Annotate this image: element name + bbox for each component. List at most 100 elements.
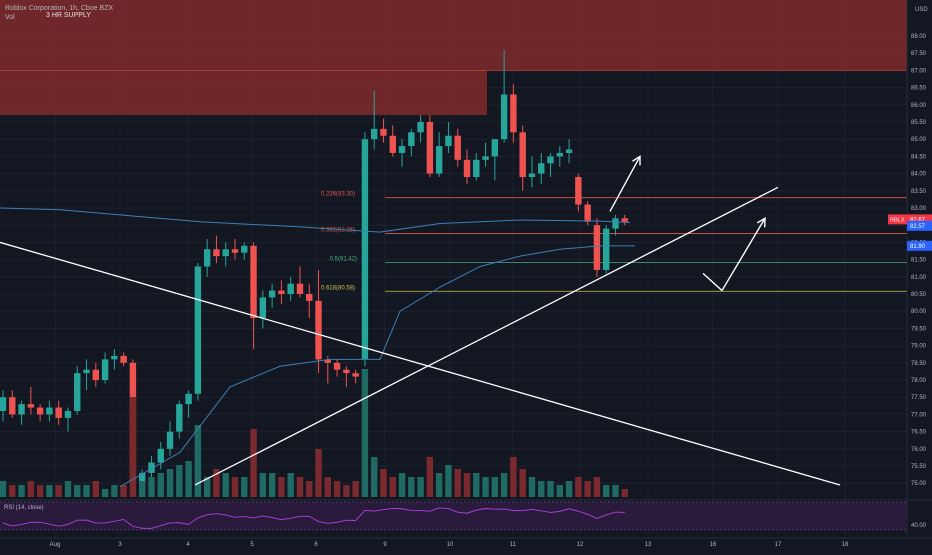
candle-body (473, 159, 480, 178)
volume-bar (194, 425, 202, 497)
volume-bar (538, 481, 545, 497)
price-badge (907, 240, 932, 251)
price-axis-bg (907, 0, 932, 538)
candle-body (519, 132, 526, 178)
fib-level-label: 0.236(83.30) (321, 192, 355, 198)
candle-body (491, 139, 499, 157)
volume-bar (268, 473, 276, 497)
candle-body (213, 249, 220, 257)
arrow-head (756, 217, 766, 228)
rsi-line (2, 507, 625, 529)
candle-body (278, 290, 285, 295)
volume-bar (36, 485, 44, 497)
volume-bar (389, 477, 396, 497)
candle-body (398, 146, 406, 153)
volume-bar (371, 457, 378, 497)
volume-bar (343, 485, 350, 497)
volume-bar (333, 481, 341, 497)
candle-body (371, 128, 378, 140)
x-tick-label: 4 (186, 542, 190, 548)
currency-label: USD (915, 7, 928, 13)
candle-body (36, 407, 44, 415)
volume-bar (435, 473, 443, 497)
y-tick-label: 85.00 (911, 137, 927, 143)
candle-body (185, 393, 192, 405)
x-tick-label: 17 (775, 542, 782, 548)
volume-bar (306, 481, 313, 497)
y-tick-label: 84.50 (911, 154, 927, 160)
candle-body (593, 225, 601, 270)
x-tick-label: Aug (50, 542, 61, 548)
volume-bar (9, 485, 16, 497)
arrow-shaft (721, 217, 766, 291)
volume-bar (83, 485, 90, 497)
trendline (194, 186, 779, 486)
volume-bar (74, 485, 81, 497)
trendline (0, 241, 841, 486)
rsi-tick-label: 40.00 (911, 523, 927, 529)
candle-body (194, 266, 202, 394)
candle-body (482, 156, 489, 160)
volume-bar (324, 477, 331, 497)
volume-bar (296, 477, 304, 497)
candle-body (250, 245, 257, 319)
volume-bar (92, 481, 99, 497)
volume-bar (148, 477, 155, 497)
y-tick-label: 76.00 (911, 447, 927, 453)
candle-body (27, 404, 35, 408)
candle-body (148, 462, 155, 473)
x-tick-label: 10 (447, 542, 454, 548)
candle-body (139, 472, 146, 484)
candle-body (296, 283, 304, 295)
volume-bar (278, 477, 285, 497)
candle-body (547, 156, 554, 164)
candle-body (74, 373, 81, 411)
y-tick-label: 83.00 (911, 206, 927, 212)
chart-title: Roblox Corporation, 1h, Cboe BZX (5, 5, 114, 12)
x-tick-label: 6 (314, 542, 318, 548)
candle-body (222, 249, 229, 257)
volume-bar (445, 465, 452, 497)
volume-bar (593, 477, 601, 497)
volume-bar (176, 465, 183, 497)
candle-body (287, 283, 294, 295)
volume-bar (0, 481, 7, 497)
vwap-upper-line (0, 207, 631, 233)
volume-bar (55, 485, 62, 497)
y-tick-label: 75.00 (911, 481, 927, 487)
volume-bar (510, 457, 517, 497)
y-tick-label: 79.50 (911, 326, 927, 332)
candle-body (241, 245, 248, 253)
volume-bar (398, 473, 406, 497)
x-tick-label: 18 (842, 542, 849, 548)
y-tick-label: 88.00 (911, 34, 927, 40)
candle-body (454, 135, 461, 160)
volume-bar (482, 477, 489, 497)
candle-body (157, 448, 164, 463)
rsi-band (0, 502, 907, 530)
candle-body (463, 159, 471, 178)
arrow-head (632, 155, 641, 166)
volume-bar (120, 485, 127, 497)
volume-bar (612, 485, 619, 497)
volume-bar (166, 469, 174, 497)
candle-body (510, 94, 517, 133)
candle-body (268, 290, 276, 298)
x-tick-label: 13 (645, 542, 652, 548)
x-tick-label: 11 (510, 542, 517, 548)
fib-level-label: 0.382(82.26) (321, 227, 355, 233)
fib-level-label: 0.618(80.58) (321, 285, 355, 291)
y-tick-label: 87.00 (911, 68, 927, 74)
y-tick-label: 79.00 (911, 344, 927, 350)
volume-bar (157, 473, 164, 497)
y-tick-label: 80.50 (911, 292, 927, 298)
ticker-badge (888, 214, 907, 225)
candle-body (120, 355, 127, 363)
candle-body (408, 132, 415, 147)
candle-body (575, 177, 582, 205)
volume-bar (528, 477, 536, 497)
candle-body (55, 407, 62, 418)
price-badge-value: 82.67 (910, 217, 926, 223)
ticker-badge-label: RBLX (890, 217, 905, 223)
candle-body (538, 163, 545, 174)
